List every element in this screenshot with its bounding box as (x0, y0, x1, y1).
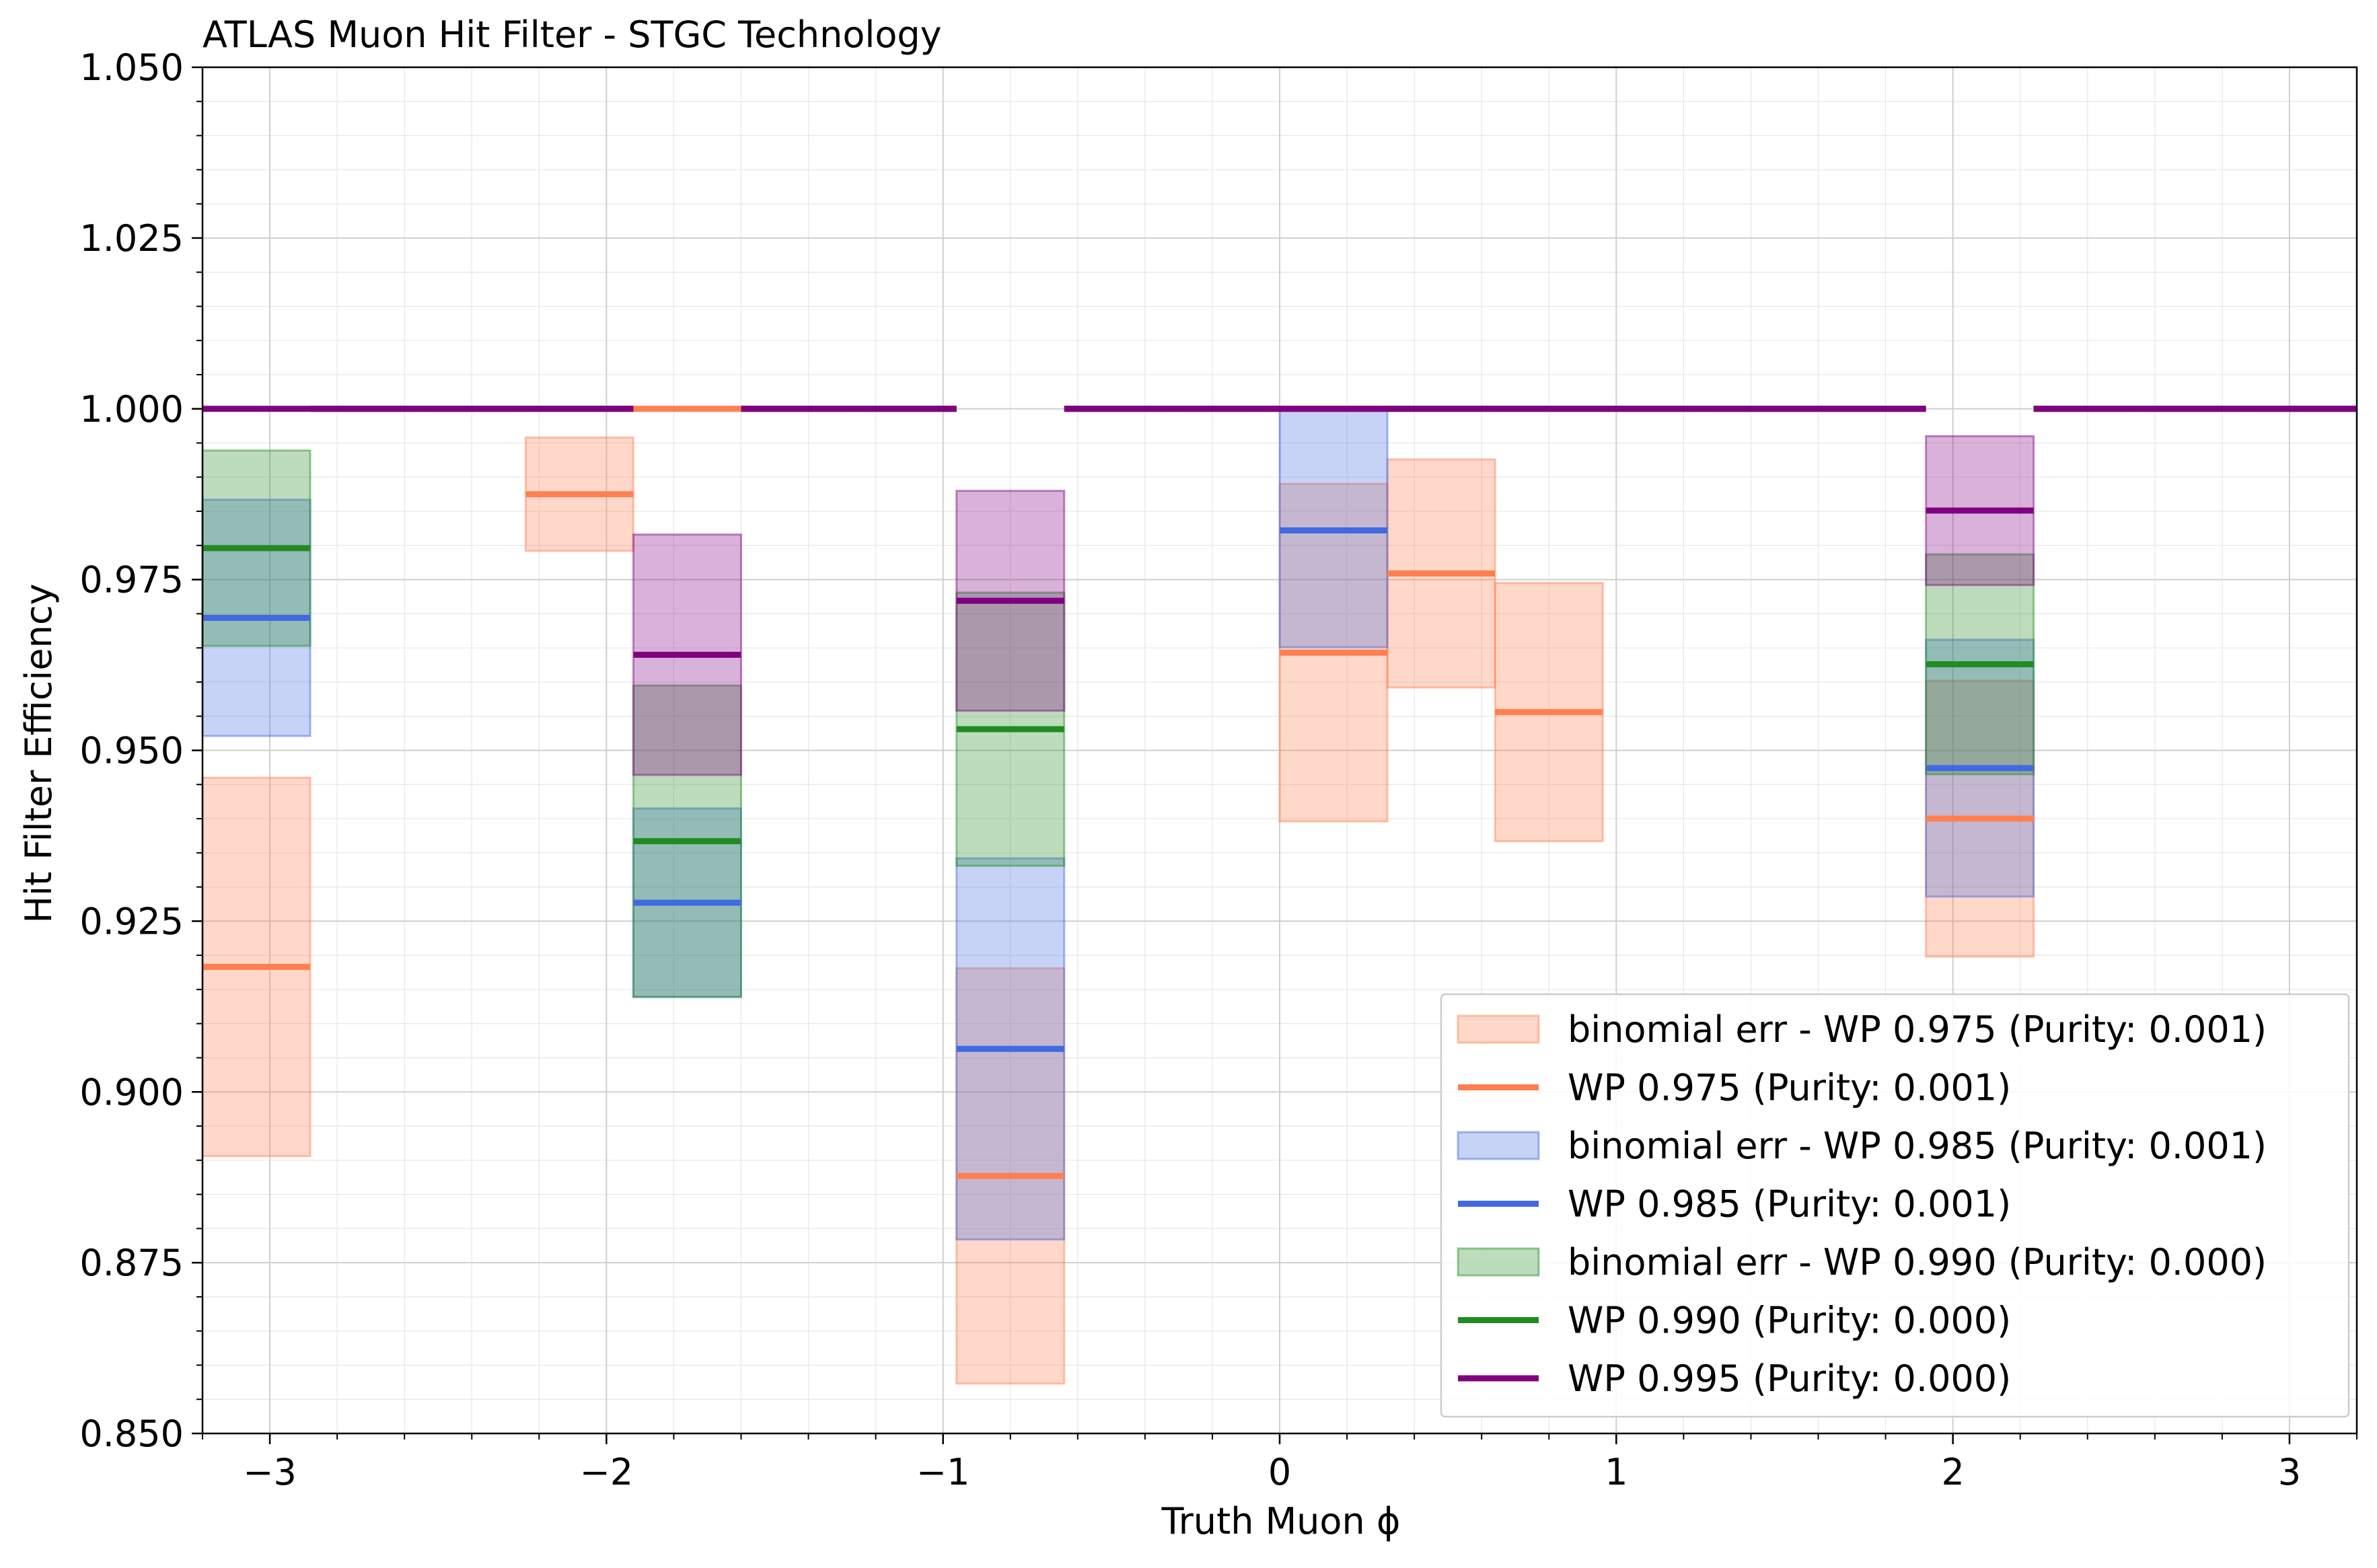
series-lines (203, 406, 2357, 1179)
y-tick-label: 1.000 (79, 388, 184, 431)
legend-band-swatch (1457, 1247, 1540, 1277)
x-tick-label: 3 (2278, 1451, 2301, 1493)
legend: binomial err - WP 0.975 (Purity: 0.001) W… (1440, 993, 2350, 1418)
legend-label: WP 0.975 (Purity: 0.001) (1568, 1067, 2011, 1109)
y-tick-label: 1.025 (79, 217, 184, 260)
x-tick-label: −3 (243, 1451, 297, 1493)
y-tick-label: 0.900 (79, 1071, 184, 1113)
legend-label: WP 0.985 (Purity: 0.001) (1568, 1183, 2011, 1226)
y-tick-label: 0.950 (79, 730, 184, 772)
y-tick-label: 0.850 (79, 1413, 184, 1455)
y-tick-label: 1.050 (79, 46, 184, 89)
legend-box (1440, 993, 2350, 1418)
x-tick-label: 2 (1941, 1451, 1964, 1493)
chart-title: ATLAS Muon Hit Filter - STGC Technology (203, 13, 942, 56)
x-axis-ticks: −3 −2 −1 0 1 2 3 (202, 1433, 2357, 1493)
x-tick-label: −2 (580, 1451, 634, 1493)
x-tick-label: 0 (1268, 1451, 1291, 1493)
y-tick-label: 0.875 (79, 1242, 184, 1284)
legend-label: binomial err - WP 0.990 (Purity: 0.000) (1568, 1241, 2267, 1283)
x-tick-label: −1 (916, 1451, 970, 1493)
y-tick-label: 0.975 (79, 559, 184, 601)
legend-label: WP 0.995 (Purity: 0.000) (1568, 1357, 2011, 1400)
legend-label: binomial err - WP 0.985 (Purity: 0.001) (1568, 1125, 2267, 1167)
legend-label: WP 0.990 (Purity: 0.000) (1568, 1300, 2011, 1342)
y-axis-ticks: 0.850 0.875 0.900 0.925 0.950 0.975 1.000 1.025… (79, 46, 203, 1455)
legend-band-swatch (1457, 1014, 1540, 1044)
legend-label: binomial err - WP 0.975 (Purity: 0.001) (1568, 1008, 2267, 1051)
y-tick-label: 0.925 (79, 900, 184, 942)
legend-band-swatch (1457, 1131, 1540, 1160)
x-axis-label: Truth Muon ϕ (1161, 1500, 1401, 1542)
x-tick-label: 1 (1605, 1451, 1628, 1493)
y-axis-label: Hit Filter Efficiency (17, 584, 60, 924)
